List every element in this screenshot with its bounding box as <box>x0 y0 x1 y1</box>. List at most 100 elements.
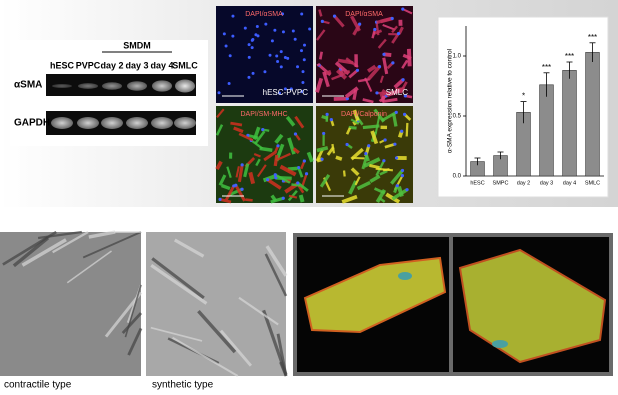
cell <box>221 183 231 191</box>
nucleus <box>217 91 221 95</box>
nucleus <box>281 12 285 16</box>
cell <box>238 132 254 142</box>
cell <box>226 166 232 179</box>
nucleus <box>304 172 309 176</box>
cell <box>124 284 142 338</box>
nucleus <box>281 196 285 200</box>
cell <box>381 111 397 122</box>
micrograph-label: SMLC <box>386 88 408 97</box>
nucleus <box>329 118 333 122</box>
cell <box>342 69 351 76</box>
lane-label: PVPC <box>76 60 101 70</box>
cell <box>248 171 256 185</box>
cell <box>274 173 291 184</box>
cell <box>322 71 330 88</box>
cell <box>21 238 67 267</box>
nucleus <box>218 197 222 201</box>
cell <box>266 178 282 190</box>
nucleus <box>274 176 278 180</box>
micrograph-label: hESC-PVPC <box>263 88 309 97</box>
cell <box>342 170 346 177</box>
myocyte <box>458 248 607 364</box>
cell <box>150 264 208 305</box>
cell <box>381 89 391 97</box>
cell <box>331 74 343 81</box>
y-tick-label: 1.0 <box>453 54 462 60</box>
nucleus <box>250 46 254 50</box>
cell <box>363 157 381 168</box>
y-tick-label: 0.5 <box>453 114 462 120</box>
nucleus <box>247 43 251 47</box>
nucleus <box>300 90 304 94</box>
cell <box>233 126 244 134</box>
nucleus <box>300 12 304 16</box>
cell <box>219 198 232 204</box>
nucleus <box>293 37 297 41</box>
nucleus <box>400 174 405 178</box>
nucleus <box>320 157 324 161</box>
cell <box>391 32 400 44</box>
nucleus <box>398 272 412 280</box>
nucleus <box>279 65 283 69</box>
nucleus <box>243 26 247 30</box>
nucleus <box>375 91 379 95</box>
nucleus <box>296 65 300 69</box>
cell <box>352 109 360 122</box>
error-bar <box>497 151 504 160</box>
nucleus <box>396 32 401 36</box>
nucleus <box>255 25 259 29</box>
cell <box>296 181 309 192</box>
micrographs: DAPI/αSMA hESC-PVPC DAPI/αSMA SMLC DAPI/SM-M… <box>215 6 413 204</box>
cell <box>12 236 50 268</box>
cell <box>237 164 244 183</box>
stain-label: DAPI/SM-MHC <box>240 111 287 118</box>
nucleus <box>402 112 407 116</box>
nucleus <box>382 159 386 163</box>
cell <box>357 78 370 83</box>
cell <box>52 231 89 254</box>
cell <box>306 151 314 163</box>
cell <box>292 147 300 155</box>
cell <box>259 146 273 153</box>
band <box>127 81 147 91</box>
lane-label: SMLC <box>172 60 198 70</box>
nucleus <box>393 142 397 146</box>
lane-label: hESC <box>50 60 75 70</box>
cell <box>382 57 389 75</box>
nucleus <box>299 49 303 53</box>
cell <box>354 176 361 186</box>
nucleus <box>224 44 228 48</box>
cell <box>321 114 329 120</box>
nucleus <box>301 70 305 74</box>
nucleus <box>263 70 267 74</box>
nucleus <box>373 27 377 32</box>
nucleus <box>382 52 386 56</box>
band <box>51 117 73 129</box>
nucleus <box>394 156 399 160</box>
cell <box>234 184 246 202</box>
cell <box>380 16 393 24</box>
nucleus <box>364 152 368 156</box>
cell <box>235 166 240 178</box>
error-bar <box>520 101 527 124</box>
nucleus <box>275 54 279 58</box>
cell <box>262 174 277 183</box>
error-bar <box>474 157 481 166</box>
cell <box>369 174 381 184</box>
chart: 0.0 0.5 1.0α-SMA expression relative to co… <box>447 26 604 186</box>
cell <box>370 130 379 145</box>
lane-label: day 2 <box>100 60 123 70</box>
bar <box>585 52 600 177</box>
cell <box>318 9 323 17</box>
nucleus <box>261 128 265 132</box>
cell <box>150 326 203 342</box>
cell <box>406 48 412 67</box>
x-tick-label: SMLC <box>585 180 600 186</box>
cell <box>127 327 143 356</box>
cell <box>350 118 360 125</box>
nucleus <box>345 142 349 147</box>
cell <box>377 38 387 49</box>
nucleus <box>395 184 399 188</box>
stain-label: DAPI/Calponin <box>341 111 387 118</box>
